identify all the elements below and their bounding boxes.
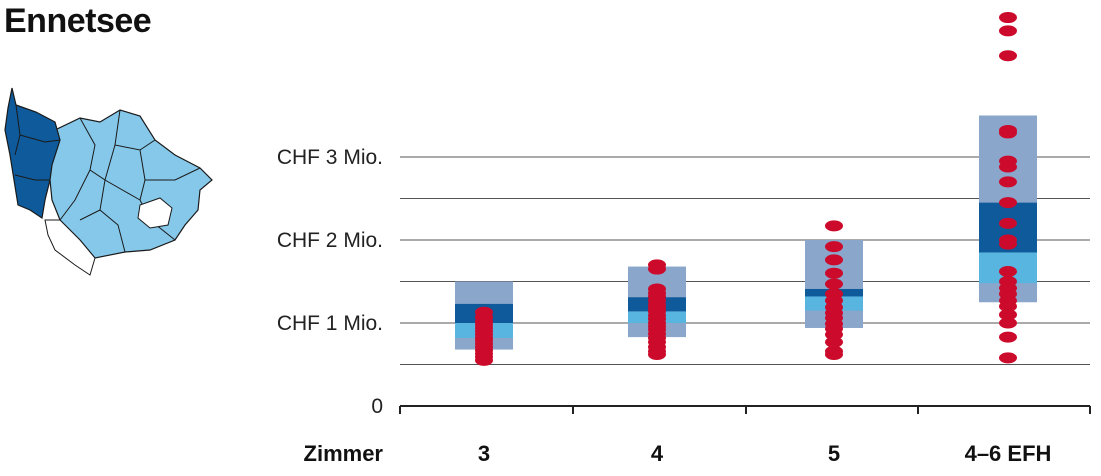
x-axis-title: Zimmer: [304, 441, 384, 466]
data-point-3-18: [999, 309, 1017, 321]
y-tick-label-2: CHF 2 Mio.: [277, 229, 383, 252]
data-point-3-19: [999, 317, 1017, 329]
data-point-2-0: [825, 220, 843, 232]
map-region-other: [44, 109, 213, 259]
data-point-3-0: [999, 12, 1017, 24]
data-point-3-1: [999, 25, 1017, 37]
x-tick-label-2: 5: [828, 441, 840, 466]
x-tick-labels: Zimmer 3 4 5 4–6 EFH: [304, 441, 1052, 466]
range-boxes: [455, 115, 1037, 350]
map-outside-area: [44, 219, 96, 276]
data-point-3-20: [999, 331, 1017, 343]
x-tick-label-3: 4–6 EFH: [965, 441, 1052, 466]
data-point-3-7: [999, 176, 1017, 188]
y-tick-label-0: 0: [371, 395, 383, 418]
map-lake: [137, 197, 173, 229]
page-title: Ennetsee: [4, 2, 152, 40]
data-point-3-11: [999, 238, 1017, 250]
y-tick-label-1: CHF 1 Mio.: [277, 312, 383, 335]
data-point-1-19: [648, 349, 666, 361]
data-point-3-8: [999, 197, 1017, 209]
region-map: [4, 87, 213, 276]
data-point-3-21: [999, 352, 1017, 364]
data-point-3-17: [999, 300, 1017, 312]
data-points: [475, 12, 1017, 366]
x-axis: [399, 405, 1091, 414]
map-region-selected: [4, 87, 61, 220]
gridlines: [400, 156, 1090, 365]
data-point-3-2: [999, 50, 1017, 62]
data-point-1-1: [648, 263, 666, 275]
data-point-3-9: [999, 217, 1017, 229]
data-point-2-4: [825, 278, 843, 290]
data-point-2-1: [825, 241, 843, 253]
data-point-3-4: [999, 127, 1017, 139]
x-tick-label-1: 4: [651, 441, 664, 466]
y-tick-label-3: CHF 3 Mio.: [277, 146, 383, 169]
data-point-2-15: [825, 349, 843, 361]
data-point-2-3: [825, 267, 843, 279]
data-point-2-2: [825, 254, 843, 266]
data-point-0-14: [475, 354, 493, 366]
data-point-3-12: [999, 266, 1017, 278]
map-selected-borders: [14, 104, 61, 181]
data-point-3-6: [999, 161, 1017, 173]
x-tick-label-0: 3: [478, 441, 490, 466]
data-point-2-13: [825, 336, 843, 348]
y-tick-labels: 0 CHF 1 Mio. CHF 2 Mio. CHF 3 Mio.: [277, 146, 383, 418]
